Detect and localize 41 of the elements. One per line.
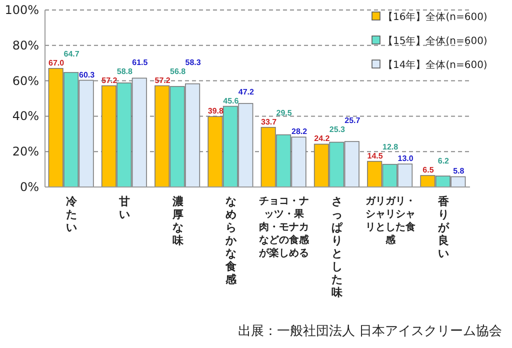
data-label: 58.3 — [185, 58, 202, 67]
category-label: 冷たい — [66, 195, 78, 234]
data-label: 6.2 — [438, 156, 450, 166]
data-label: 58.8 — [116, 66, 134, 76]
data-label: 45.6 — [223, 96, 240, 106]
text: 出展：一般社団法人 日本アイスクリーム協会 — [238, 323, 502, 340]
data-label: 61.5 — [132, 58, 148, 67]
data-label: 5.8 — [453, 166, 465, 176]
y-tick-label: 60% — [12, 74, 39, 88]
data-label: 13.0 — [398, 154, 414, 163]
legend-label: 【15年】全体(n=600) — [383, 35, 488, 47]
y-tick-label: 100% — [4, 3, 39, 17]
data-label: 67.0 — [48, 58, 65, 68]
category-label: なめらかな食感 — [225, 195, 236, 286]
data-label: 14.5 — [367, 151, 384, 160]
data-label: 25.7 — [344, 116, 361, 126]
x-tick-label: ガリガリ・シャリシャリとした食感 — [364, 195, 416, 247]
category-label: 濃厚な味 — [172, 195, 184, 247]
legend-label: 【16年】全体(n=600) — [383, 11, 488, 23]
data-label: 56.8 — [170, 66, 186, 76]
data-label: 60.3 — [79, 70, 96, 80]
y-tick-label: 40% — [12, 109, 39, 124]
data-label: 33.7 — [261, 117, 278, 126]
data-label: 57.2 — [102, 76, 118, 85]
legend-label: 【14年】全体(n=600) — [383, 59, 488, 71]
data-label: 25.3 — [329, 125, 346, 134]
data-label: 12.8 — [382, 142, 399, 152]
data-label: 29.5 — [276, 108, 292, 118]
y-tick-label: 0% — [20, 180, 39, 194]
category-label: さっぱりとした味 — [332, 195, 343, 299]
y-tick-label: 20% — [12, 144, 39, 159]
data-label: 47.2 — [238, 87, 254, 96]
data-label: 57.2 — [154, 76, 171, 85]
data-label: 64.7 — [64, 49, 80, 58]
data-label: 28.2 — [292, 127, 308, 136]
data-label: 6.5 — [422, 165, 434, 174]
category-label: 香りが良い — [438, 195, 449, 260]
x-tick-label: チョコ・ナッツ・果肉・モナカなどの食感が楽しめる — [258, 195, 310, 260]
category-label: 甘い — [119, 195, 130, 221]
y-tick-label: 80% — [12, 38, 39, 52]
data-label: 24.2 — [314, 134, 330, 144]
